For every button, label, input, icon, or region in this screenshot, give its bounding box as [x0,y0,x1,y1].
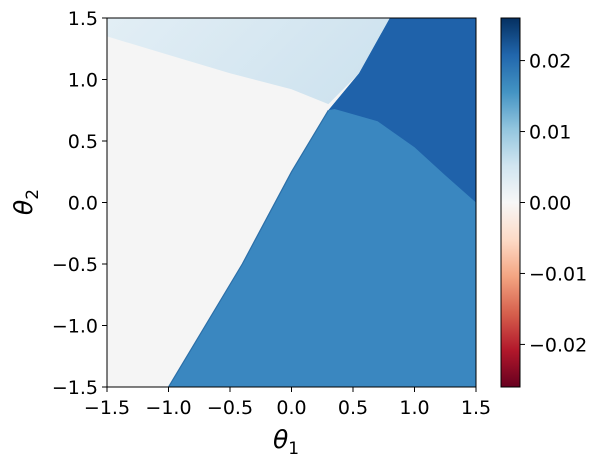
y-axis-label: θ2 [9,189,43,215]
region-upper-left [107,18,390,105]
region-upper-right [328,18,476,203]
x-axis-label: θ1 [273,425,299,459]
x-tick-label: 1.5 [461,397,491,419]
y-tick-label: 0.5 [68,131,98,153]
y-axis-ticks: −1.5 −1.0 −0.5 0.0 0.5 1.0 1.5 [52,8,107,399]
y-tick-label: 0.0 [68,193,98,215]
y-tick-label: 1.0 [68,70,98,92]
colorbar-tick-label: −0.02 [529,334,587,356]
x-tick-label: 0.5 [338,397,368,419]
boundary-left-diagonal [167,109,329,387]
colorbar-ticks: 0.02 0.01 0.00 −0.01 −0.02 [520,51,587,356]
colorbar [500,17,521,388]
y-tick-label: −1.5 [52,377,98,399]
colorbar-tick-label: 0.00 [529,193,571,215]
y-tick-label: −1.0 [52,316,98,338]
x-tick-label: −0.5 [207,397,253,419]
y-tick-label: 1.5 [68,8,98,30]
x-tick-label: 1.0 [399,397,429,419]
x-tick-label: −1.5 [84,397,130,419]
y-tick-label: −0.5 [52,254,98,276]
colorbar-tick-label: 0.01 [529,122,571,144]
x-tick-label: −1.0 [145,397,191,419]
x-tick-label: 0.0 [276,397,306,419]
plot-area [107,18,476,387]
colorbar-tick-label: 0.02 [529,51,571,73]
x-axis-ticks: −1.5 −1.0 −0.5 0.0 0.5 1.0 1.5 [84,387,491,419]
colorbar-tick-label: −0.01 [529,263,587,285]
